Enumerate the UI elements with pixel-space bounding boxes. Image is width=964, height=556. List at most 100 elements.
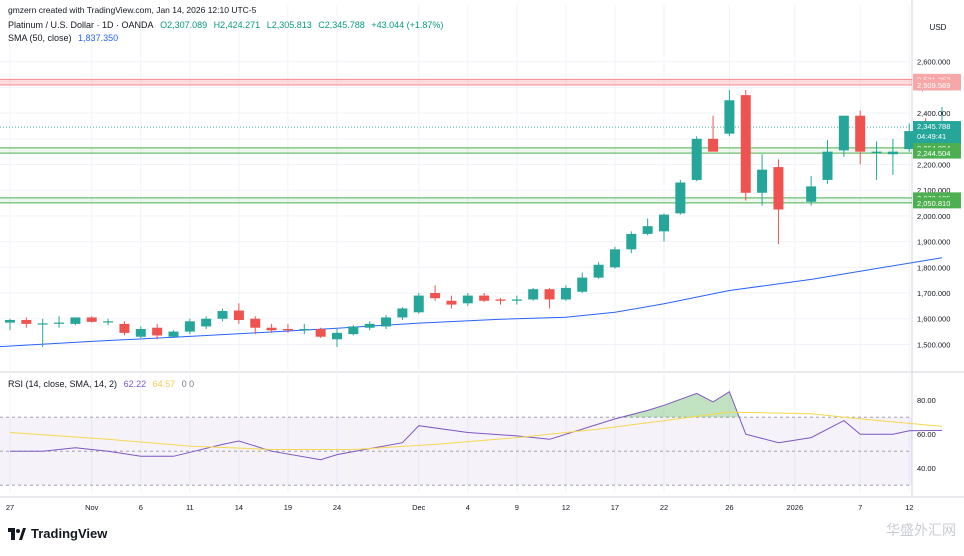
candle-up	[724, 89, 735, 137]
low-value: L2,305.813	[266, 20, 312, 30]
candle-down	[315, 327, 326, 339]
zone-price-label: 2,244.504	[917, 149, 950, 158]
zones	[0, 78, 912, 204]
candle-down	[855, 110, 866, 165]
candle-body	[822, 151, 833, 180]
countdown-label: 04:49:41	[917, 132, 946, 141]
tradingview-icon	[8, 527, 26, 540]
zone-price-tag	[913, 197, 961, 209]
close-value: C2,345.788	[318, 20, 365, 30]
price-tick-label: 1,900.000	[917, 238, 950, 247]
time-tick-label: 14	[235, 503, 243, 512]
time-tick-label: 7	[858, 503, 862, 512]
candle-body	[708, 138, 719, 152]
candle-body	[348, 326, 359, 335]
candle-up	[675, 179, 686, 215]
rsi-line	[10, 390, 943, 461]
candle-body	[479, 295, 490, 301]
rsi-tick-label: 60.00	[917, 430, 936, 439]
candle-up	[691, 136, 702, 182]
rsi-tick-label: 80.00	[917, 396, 936, 405]
high-value: H2,424.271	[213, 20, 261, 30]
price-tick-label: 2,600.000	[917, 58, 950, 67]
resistance-zone	[0, 79, 912, 85]
time-tick-label: 24	[333, 503, 341, 512]
candle-body	[691, 138, 702, 180]
candle-down	[119, 321, 130, 336]
candle-down	[740, 89, 751, 201]
sma-legend[interactable]: SMA (50, close) 1,837.350	[8, 33, 122, 43]
candle-down	[266, 323, 277, 333]
candle-down	[479, 293, 490, 303]
candle-body	[495, 299, 506, 301]
candle-body	[364, 323, 375, 328]
candle-body	[21, 320, 32, 324]
candle-up	[397, 307, 408, 321]
time-tick-label: 12	[905, 503, 913, 512]
candle-up	[757, 154, 768, 206]
rsi-label[interactable]: RSI (14, close, SMA, 14, 2)	[8, 379, 118, 389]
candle-up	[332, 329, 342, 348]
candle-body	[430, 293, 441, 299]
rsi-overbought-fill	[621, 391, 740, 418]
sma-line	[0, 257, 943, 348]
candle-up	[838, 115, 849, 157]
candle-body	[119, 323, 130, 333]
candle-up	[593, 262, 604, 279]
candle-down	[250, 316, 261, 335]
price-tick-label: 1,700.000	[917, 289, 950, 298]
ohlc-legend[interactable]: Platinum / U.S. Dollar · 1D · OANDA O2,3…	[8, 20, 447, 30]
candle-body	[54, 322, 65, 324]
candle-body	[577, 277, 588, 292]
sma-label[interactable]: SMA (50, close)	[8, 33, 72, 43]
currency-label: USD	[930, 23, 947, 32]
candle-up	[381, 314, 392, 330]
candle-body	[560, 287, 571, 300]
candle-down	[544, 287, 555, 309]
change-value: +43.044 (+1.87%)	[371, 20, 444, 30]
rsi-ma-line	[9, 411, 943, 450]
candle-body	[773, 167, 784, 210]
candle-body	[855, 115, 866, 152]
price-tick-label: 1,600.000	[917, 315, 950, 324]
candle-body	[740, 95, 751, 193]
candle-up	[5, 318, 15, 331]
rsi-legend[interactable]: RSI (14, close, SMA, 14, 2) 62.22 64.57 …	[8, 379, 198, 389]
rsi-extra-values: 0 0	[181, 379, 195, 389]
candle-up	[299, 323, 310, 335]
candle-body	[86, 317, 97, 322]
time-tick-label: 17	[611, 503, 619, 512]
time-tick-label: 2026	[786, 503, 803, 512]
candle-up	[528, 287, 539, 301]
open-value: O2,307.089	[160, 20, 208, 30]
grid	[0, 0, 964, 498]
candle-body	[282, 329, 293, 331]
candle-up	[642, 218, 653, 236]
candle-body	[217, 311, 228, 319]
candle-body	[70, 317, 81, 324]
candle-down	[430, 285, 441, 301]
candle-body	[511, 299, 522, 301]
tradingview-logo[interactable]: TradingView	[8, 526, 107, 541]
candle-body	[184, 321, 195, 332]
candle-body	[887, 151, 898, 155]
time-tick-label: 22	[660, 503, 668, 512]
candle-up	[135, 326, 146, 339]
attribution: gmzern created with TradingView.com, Jan…	[8, 5, 257, 15]
candle-up	[822, 140, 833, 184]
candle-up	[364, 321, 375, 331]
candle-body	[806, 186, 817, 202]
zone-price-tag	[913, 147, 961, 159]
time-axis: 27 Nov 6 11 14 19 24 Dec 4 9 12 17 22 26 2026 7 12	[6, 503, 914, 512]
candle-body	[250, 318, 261, 328]
candle-down	[86, 316, 97, 323]
symbol-name[interactable]: Platinum / U.S. Dollar · 1D · OANDA	[8, 20, 154, 30]
zone-price-tag	[913, 79, 961, 91]
time-tick-label: Nov	[85, 503, 99, 512]
candle-body	[642, 226, 653, 234]
candle-body	[266, 327, 277, 331]
candle-down	[233, 303, 244, 324]
watermark-text: 华盛外汇网	[886, 522, 956, 538]
candle-body	[626, 233, 637, 250]
